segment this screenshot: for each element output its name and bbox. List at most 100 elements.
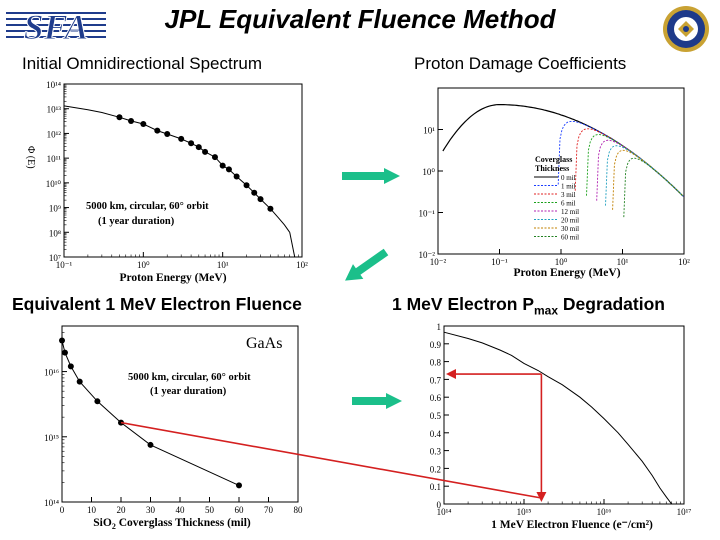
y-tick-label: 10⁰	[422, 167, 435, 177]
y-tick-label: 10⁹	[49, 204, 61, 214]
legend-title: Coverglass	[535, 155, 572, 164]
equivalent-fluence-chart: 10¹⁴ 10¹⁵ 10¹⁶ 0 10 20 30 40 50 60 70 80 GaAs 5000 km…	[44, 325, 304, 531]
panel-title-degradation: 1 MeV Electron Pmax Degradation	[392, 294, 665, 318]
y-tick-label: 10¹	[423, 126, 435, 136]
panel-title-damage: Proton Damage Coefficients	[414, 54, 627, 73]
y-tick-label: 0.5	[430, 411, 442, 421]
x-axis-label: Proton Energy (MeV)	[513, 267, 620, 279]
y-tick-label: 0.2	[430, 464, 441, 474]
y-tick-label: 10¹¹	[47, 154, 62, 164]
annotation-duration: (1 year duration)	[150, 386, 227, 397]
spectrum-point	[211, 154, 218, 161]
spectrum-point	[243, 182, 250, 189]
plot-frame	[63, 83, 303, 258]
y-tick-label: 10¹⁰	[46, 179, 62, 189]
y-tick-label: 10¹⁴	[44, 498, 59, 508]
y-tick-label: 1	[437, 322, 442, 332]
legend-entry: 1 mil	[561, 183, 576, 191]
x-tick-label: 10¹⁴	[437, 507, 452, 517]
y-tick-label: 0.6	[430, 393, 442, 403]
x-tick-label: 10¹⁵	[517, 507, 532, 517]
y-tick-label: 10¹⁴	[46, 80, 61, 90]
legend-entry: 3 mil	[561, 191, 576, 199]
x-tick-label: 10⁰	[137, 260, 150, 270]
x-tick-label: 10	[87, 505, 97, 515]
y-tick-label: 0.1	[430, 482, 441, 492]
legend-entry: 30 mil	[561, 225, 579, 233]
legend-title: Thickness	[535, 164, 569, 173]
arrow-shape	[345, 248, 389, 281]
x-tick-label: 10⁻¹	[56, 260, 73, 270]
x-tick-label: 60	[235, 505, 245, 515]
arrow-right-icon	[342, 168, 400, 184]
fluence-point	[67, 363, 74, 370]
fluence-point	[94, 398, 101, 405]
spectrum-chart: 10⁷ 10⁸ 10⁹ 10¹⁰ 10¹¹ 10¹² 10¹³ 10¹⁴ 10⁻¹ 10⁰ 10¹ 1…	[25, 80, 308, 284]
x-axis-label: 1 MeV Electron Fluence (e⁻/cm²)	[491, 519, 653, 531]
y-axis-label: Φ (E)	[25, 146, 36, 169]
y-tick-label: 0.9	[430, 340, 442, 350]
x-tick-label: 30	[146, 505, 156, 515]
sfa-logo-text: SFA	[24, 7, 89, 44]
spectrum-point	[251, 189, 258, 196]
y-tick-label: 0.7	[430, 375, 442, 385]
panel-title-spectrum: Initial Omnidirectional Spectrum	[22, 54, 262, 73]
spectrum-point	[188, 140, 195, 147]
x-tick-label: 20	[117, 505, 127, 515]
y-tick-label: 10¹³	[47, 105, 62, 115]
spectrum-point	[195, 144, 202, 151]
arrow-right-icon	[352, 393, 402, 409]
chart-title: GaAs	[246, 335, 282, 352]
x-tick-label: 10²	[678, 257, 690, 267]
spectrum-point	[219, 162, 226, 169]
x-tick-label: 10¹⁶	[597, 507, 612, 517]
y-tick-label: 10⁸	[49, 228, 61, 238]
y-tick-label: 0.3	[430, 447, 442, 457]
annotation-orbit: 5000 km, circular, 60° orbit	[128, 372, 251, 383]
x-tick-label: 40	[176, 505, 186, 515]
spectrum-tail	[289, 232, 296, 258]
y-tick-label: 10¹⁵	[44, 433, 59, 443]
page-title: JPL Equivalent Fluence Method	[164, 4, 556, 34]
fluence-point	[76, 378, 83, 385]
x-tick-label: 80	[294, 505, 304, 515]
panel-title-fluence: Equivalent 1 MeV Electron Fluence	[12, 294, 302, 314]
x-tick-label: 10⁰	[555, 257, 568, 267]
y-tick-label: 0	[437, 500, 442, 510]
damage-coefficient-chart: 10⁻² 10⁻¹ 10⁰ 10¹ 10⁻² 10⁻¹ 10⁰ 10¹ 10² Coverglas…	[419, 87, 690, 279]
y-tick-label: 10¹²	[47, 129, 62, 139]
dod-seal-icon	[662, 5, 710, 53]
x-tick-label: 0	[60, 505, 65, 515]
annotation-orbit: 5000 km, circular, 60° orbit	[86, 201, 209, 212]
spectrum-point	[164, 130, 171, 137]
fluence-point	[147, 441, 154, 448]
spectrum-point	[128, 117, 135, 124]
damage-series-line	[623, 157, 684, 218]
x-tick-label: 10²	[296, 260, 308, 270]
x-axis-label: SiO2 Coverglass Thickness (mil)	[93, 517, 251, 531]
y-tick-label: 10⁻²	[419, 250, 436, 260]
spectrum-point	[154, 127, 161, 134]
spectrum-point	[140, 121, 147, 128]
legend-entry: 60 mil	[561, 234, 579, 242]
spectrum-point	[225, 166, 232, 173]
legend-entry: 12 mil	[561, 208, 579, 216]
x-tick-label: 10⁻²	[430, 257, 447, 267]
arrow-down-left-icon	[345, 248, 389, 281]
degradation-chart: 0 0.1 0.2 0.3 0.4 0.5 0.6 0.7 0.8 0.9 1 10¹⁴ 10¹⁵ 10¹…	[430, 322, 692, 531]
fluence-point	[61, 349, 68, 356]
spectrum-point	[267, 205, 274, 212]
red-arrowhead	[446, 369, 456, 380]
spectrum-point	[202, 148, 209, 155]
spectrum-point	[116, 114, 123, 121]
x-tick-label: 10¹⁷	[677, 507, 692, 517]
annotation-duration: (1 year duration)	[98, 216, 175, 227]
x-tick-label: 50	[205, 505, 215, 515]
x-axis-label: Proton Energy (MeV)	[119, 272, 226, 284]
y-tick-label: 0.4	[430, 429, 442, 439]
y-tick-label: 10⁷	[49, 253, 61, 263]
x-tick-label: 10⁻¹	[491, 257, 508, 267]
red-connector-line	[120, 421, 542, 499]
spectrum-point	[178, 135, 185, 142]
